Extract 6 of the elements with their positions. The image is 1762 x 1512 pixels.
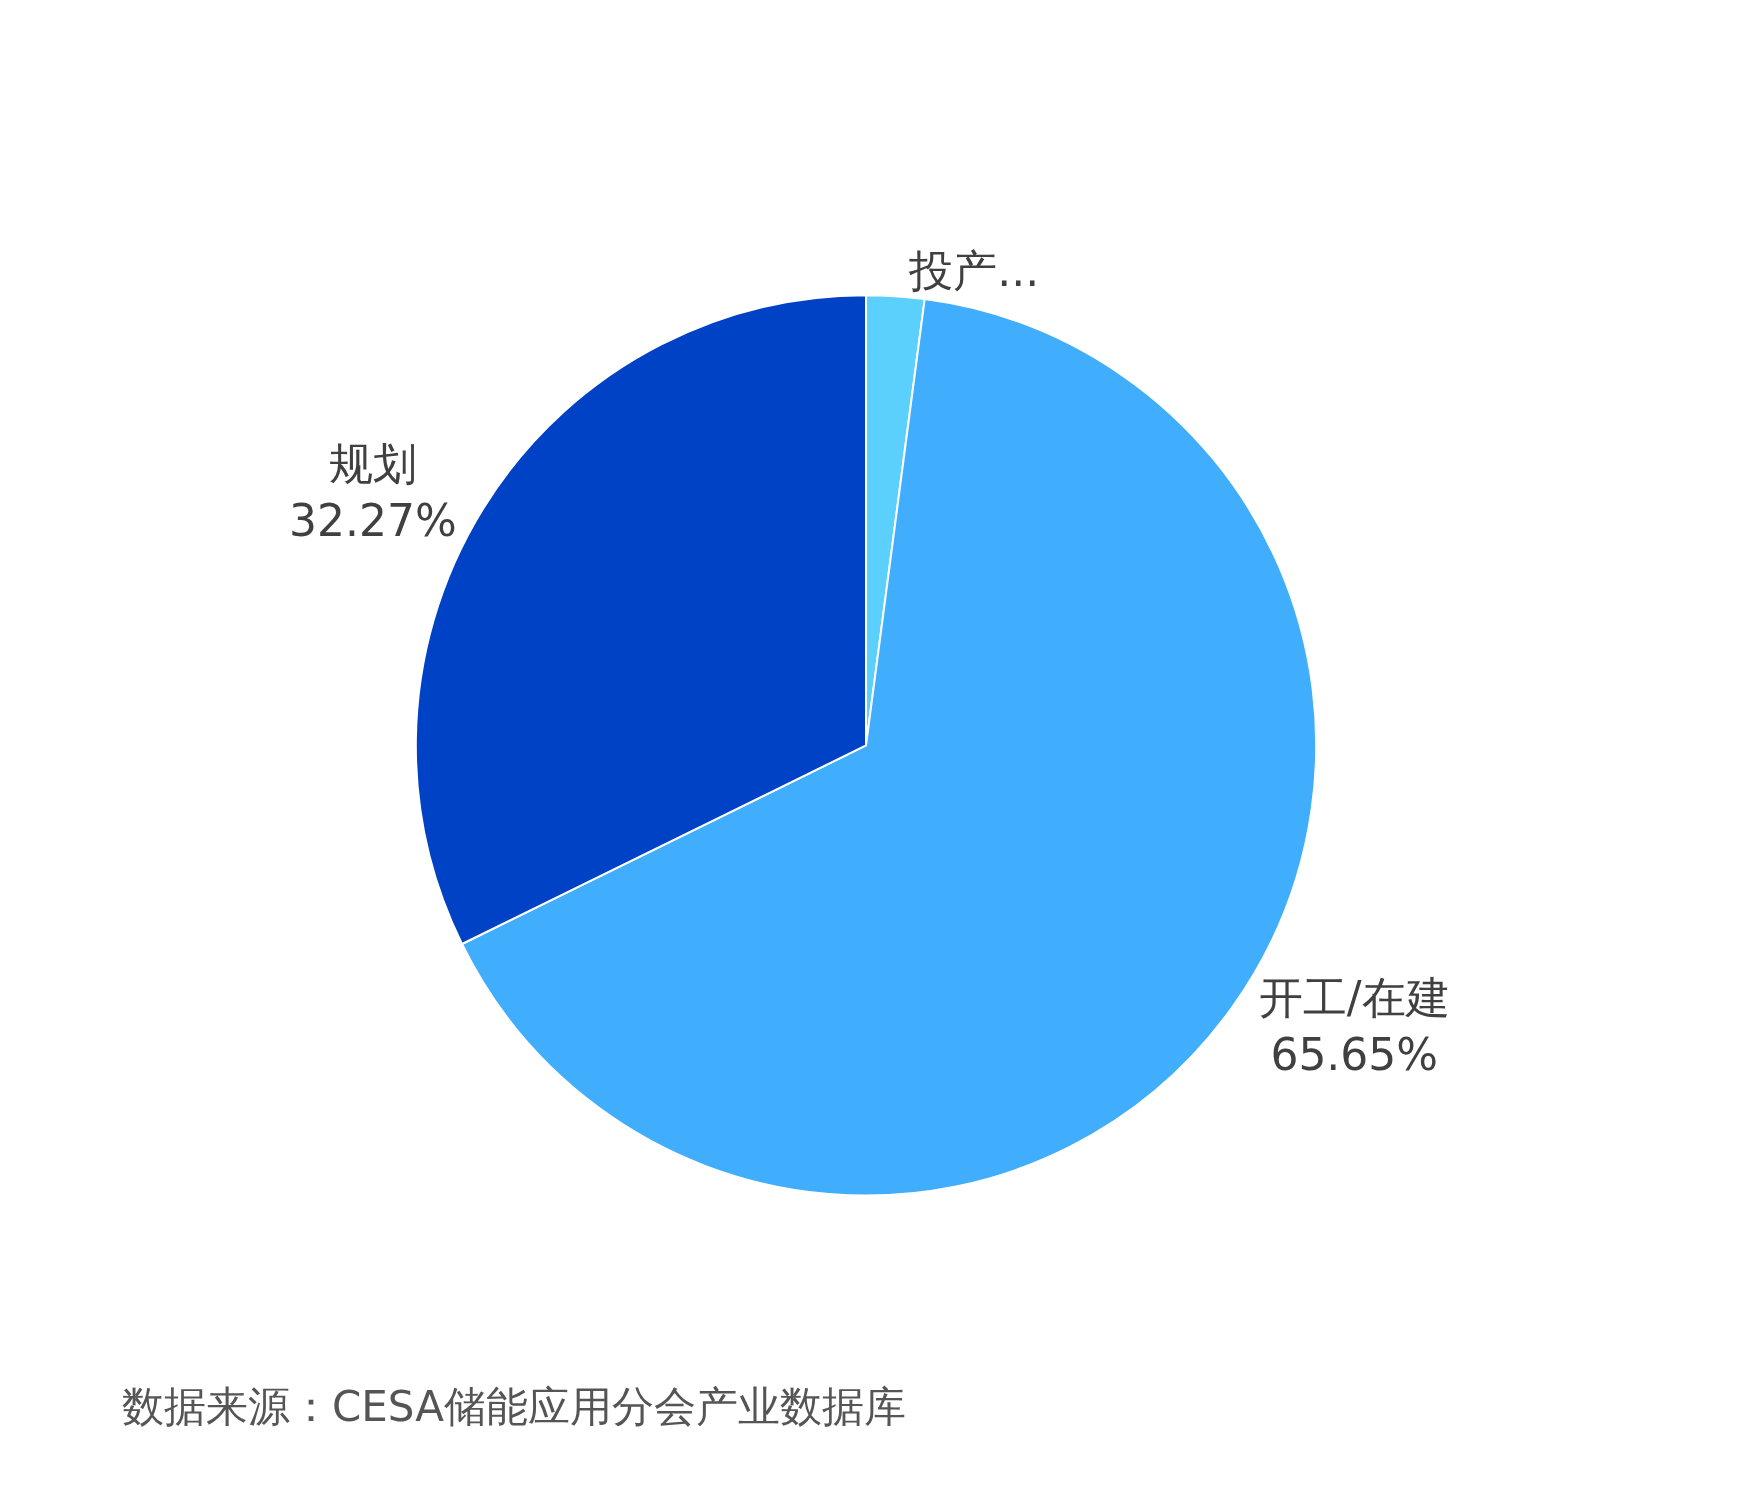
slice-label: 规划	[328, 438, 417, 490]
slice-label: 投产...	[908, 245, 1040, 297]
source-note: 数据来源：CESA储能应用分会产业数据库	[122, 1382, 907, 1431]
data-label: 65.65%	[1270, 1029, 1439, 1081]
slice-label: 开工/在建	[1258, 972, 1450, 1024]
data-label: 32.27%	[289, 495, 457, 547]
